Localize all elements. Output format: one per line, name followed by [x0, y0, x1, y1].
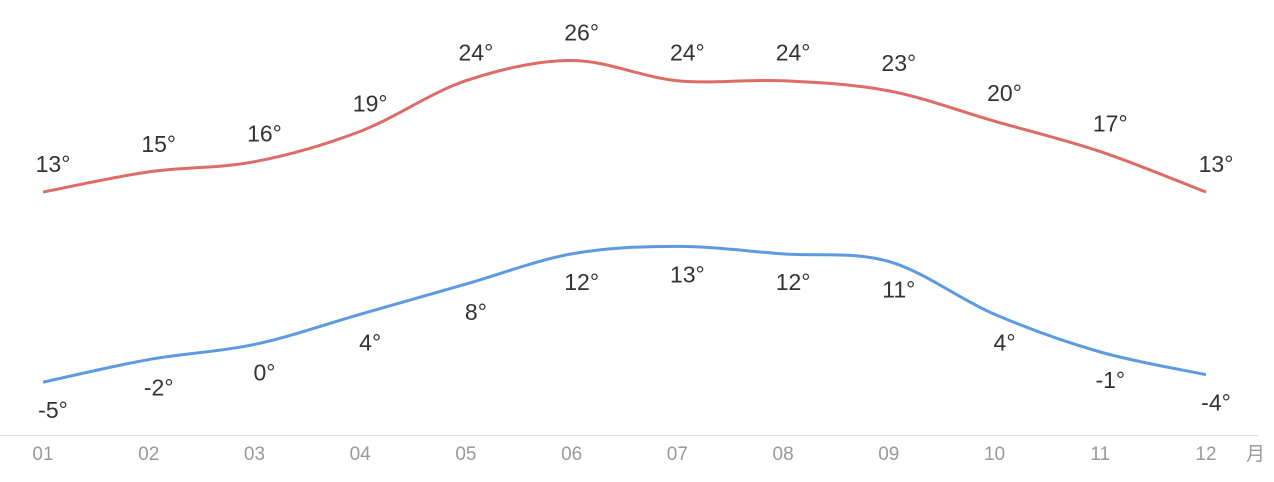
x-tick-label: 11 — [1090, 444, 1110, 465]
value-label: 13° — [670, 261, 705, 287]
x-axis-unit: 月 — [1246, 444, 1265, 465]
value-label: 24° — [459, 40, 494, 66]
value-label: 13° — [36, 151, 71, 177]
x-tick-label: 10 — [984, 444, 1005, 465]
value-label: 19° — [353, 90, 388, 116]
x-tick-label: 03 — [244, 444, 265, 465]
value-label: -4° — [1201, 390, 1231, 416]
line-series — [42, 58, 1207, 194]
value-label: 4° — [359, 329, 381, 355]
value-label: 24° — [670, 40, 705, 66]
value-label: -1° — [1095, 367, 1125, 393]
x-tick-label: 01 — [32, 444, 53, 465]
value-label: 16° — [247, 121, 282, 147]
value-label: 13° — [1199, 151, 1234, 177]
x-tick-label: 04 — [350, 444, 372, 465]
x-tick-label: 06 — [561, 444, 582, 465]
x-tick-label: 07 — [667, 444, 688, 465]
value-label: -5° — [38, 397, 68, 423]
value-label: 26° — [564, 19, 599, 45]
value-label: 12° — [564, 269, 599, 295]
x-tick-label: 12 — [1195, 444, 1216, 465]
value-label: 11° — [882, 276, 915, 302]
line-series — [42, 244, 1207, 384]
value-label: 15° — [141, 131, 176, 157]
value-label: 8° — [465, 299, 487, 325]
value-label: 23° — [881, 50, 916, 76]
value-label: 4° — [994, 329, 1016, 355]
x-tick-label: 05 — [455, 444, 476, 465]
value-label: 12° — [776, 269, 811, 295]
x-tick-label: 09 — [878, 444, 899, 465]
value-label: 20° — [987, 80, 1022, 106]
value-label: 24° — [776, 40, 811, 66]
value-label: -2° — [144, 375, 174, 401]
x-tick-label: 08 — [773, 444, 794, 465]
value-label: 17° — [1093, 111, 1128, 137]
x-tick-label: 02 — [138, 444, 159, 465]
value-label: 0° — [253, 359, 275, 385]
